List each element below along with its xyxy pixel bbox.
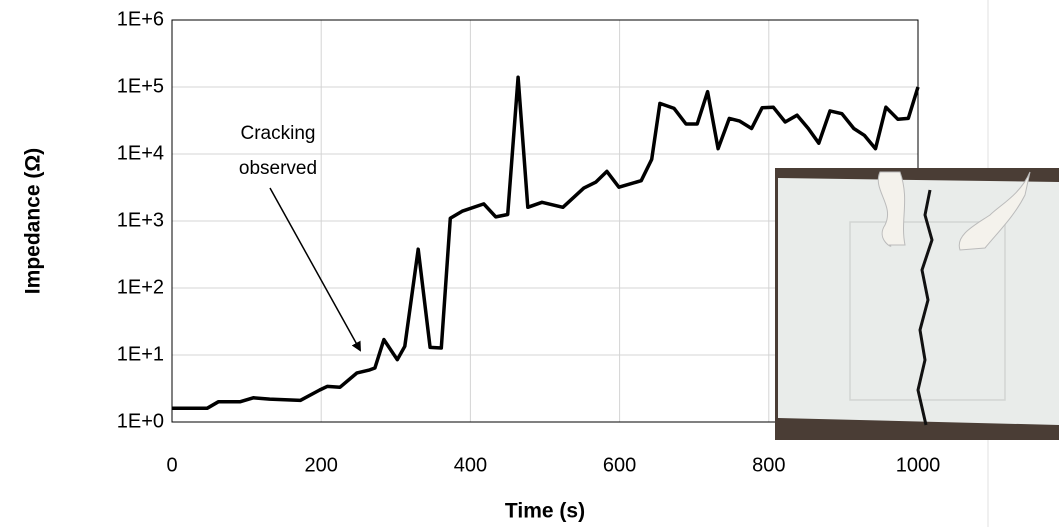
x-tick-label: 400 (454, 454, 487, 476)
annotation: Cracking (241, 123, 316, 144)
y-tick-label: 1E+1 (117, 343, 164, 365)
y-tick-label: 1E+6 (117, 8, 164, 30)
x-tick-label: 200 (305, 454, 338, 476)
y-tick-label: 1E+0 (117, 410, 164, 432)
y-tick-label: 1E+4 (117, 142, 164, 164)
data-line (172, 75, 920, 411)
x-tick-label: 800 (752, 454, 785, 476)
y-tick-label: 1E+3 (117, 209, 164, 231)
y-tick-label: 1E+2 (117, 276, 164, 298)
y-tick-label: 1E+5 (117, 75, 164, 97)
x-axis-title: Time (s) (505, 500, 585, 523)
x-tick-label: 0 (166, 454, 177, 476)
y-axis-title: Impedance (Ω) (22, 148, 45, 294)
x-tick-label: 1000 (896, 454, 941, 476)
annotation-arrow (269, 187, 361, 352)
plot-area: 1E+0 1E+1 1E+2 1E+3 1E+4 1E+5 1E+6 0 200 400 600 80… (117, 8, 941, 476)
inset-photo (775, 168, 1059, 440)
x-tick-label: 600 (603, 454, 636, 476)
annotation: observed (239, 158, 317, 179)
